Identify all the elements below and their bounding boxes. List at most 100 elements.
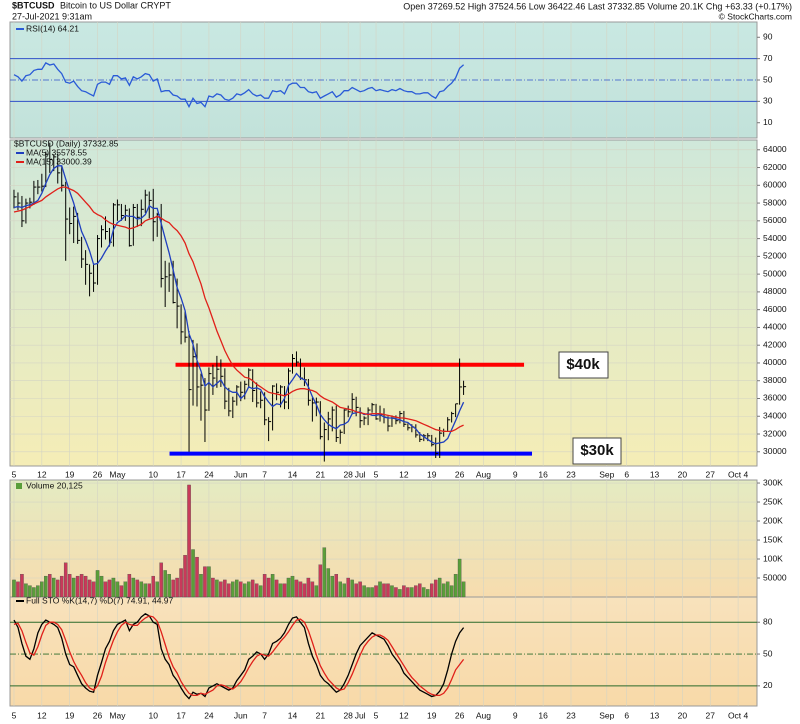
volume-bar [441,583,446,598]
volume-bar [394,587,398,598]
volume-bar [107,579,112,598]
x-tick-label: 12 [399,710,409,720]
symbol: $BTCUSD [12,0,55,10]
x-tick-label: 7 [262,710,267,720]
y-tick-label: 20 [763,680,773,690]
volume-bar [175,577,179,598]
volume-bar [235,579,239,598]
volume-bar [203,566,207,598]
volume-bar [426,589,430,598]
volume-bar [179,568,183,598]
volume-bar [314,585,319,598]
x-tick-label: 26 [93,469,103,479]
y-tick-label: 10 [763,117,773,127]
series-line [13,62,465,109]
sto-legend: Full STO %K(14,7) %D(7) 74.91, 44.97 [26,595,174,605]
x-tick-label: 21 [316,469,326,479]
volume-bar [342,583,346,598]
volume-bar [147,583,152,598]
x-tick-label: 16 [538,710,548,720]
y-tick-label: 150K [763,534,783,544]
x-tick-label: 26 [93,710,103,720]
volume-bar [298,581,303,598]
y-tick-label: 52000 [763,251,787,261]
x-tick-label: 13 [650,469,660,479]
volume-bar [449,585,454,598]
x-tick-label: 26 [455,710,465,720]
x-tick-label: May [109,469,126,479]
volume-bar [246,581,251,598]
series-line [13,615,465,697]
x-tick-label: 23 [566,469,576,479]
y-tick-label: 56000 [763,215,787,225]
volume-bar [24,583,28,598]
volume-bar [290,575,295,598]
volume-bar [227,583,231,598]
volume-bar [151,575,155,598]
volume-bar [143,583,148,598]
x-tick-label: 24 [204,710,214,720]
volume-bar [123,581,128,598]
y-tick-label: 46000 [763,304,787,314]
x-tick-label: May [109,710,126,720]
series-line [13,165,465,445]
x-tick-label: 12 [37,710,47,720]
symbol-name: Bitcoin to US Dollar CRYPT [60,0,171,10]
volume-bar [318,564,323,598]
x-tick-label: 9 [513,469,518,479]
volume-bar [59,575,64,598]
volume-bar [338,581,342,598]
volume-bar [52,577,56,598]
ma15-legend: MA(15) 33000.39 [26,156,92,166]
volume-bar [457,558,462,598]
volume-bar [410,587,414,598]
volume-bar [12,579,16,598]
volume-bar [67,574,72,598]
x-tick-label: Jun [234,710,248,720]
volume-bar [254,583,259,598]
volume-bar [418,583,422,598]
x-tick-label: 10 [148,469,158,479]
volume-bar [374,585,378,598]
x-tick-label: 20 [678,710,688,720]
level-label: $30k [580,442,614,459]
volume-bar [183,555,187,598]
x-tick-label: Oct 4 [728,710,749,720]
x-tick-label: 12 [399,469,409,479]
volume-bar [75,575,80,598]
y-tick-label: 48000 [763,286,787,296]
volume-bar [302,583,307,598]
y-tick-label: 50000 [763,268,787,278]
volume-bar [167,574,171,598]
x-tick-label: Aug [476,469,491,479]
x-tick-label: Aug [476,710,491,720]
volume-bar [461,581,466,598]
volume-bar [250,579,255,598]
volume-bar [445,581,450,598]
volume-bar [139,581,144,598]
y-tick-label: 50 [763,648,773,658]
y-tick-label: 62000 [763,162,787,172]
x-tick-label: 19 [65,469,75,479]
x-tick-label: 19 [65,710,75,720]
x-tick-label: 28 [343,710,353,720]
volume-bar [16,581,20,598]
volume-bar [239,581,243,598]
x-tick-label: 19 [427,469,437,479]
volume-bar [32,587,36,598]
y-tick-label: 32000 [763,428,787,438]
volume-bar [370,587,374,598]
x-tick-label: 23 [566,710,576,720]
volume-bar [402,585,406,598]
y-tick-label: 30 [763,96,773,106]
y-tick-label: 60000 [763,180,787,190]
x-tick-label: 24 [204,469,214,479]
volume-bar [358,581,362,598]
level-label: $40k [566,356,600,373]
volume-bar [219,581,223,598]
volume-bar [199,574,203,598]
x-tick-label: 5 [374,469,379,479]
y-tick-label: 100K [763,553,783,563]
volume-bar [326,568,331,598]
volume-bar [111,577,116,598]
